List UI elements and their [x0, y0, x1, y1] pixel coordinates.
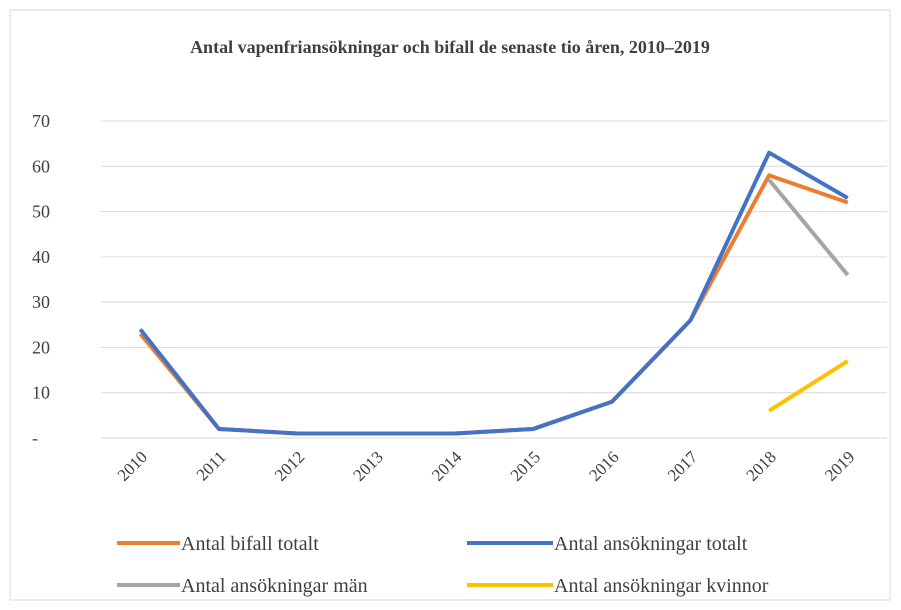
y-tick-label: 50 [32, 202, 50, 222]
series-line [138, 150, 849, 436]
legend-label: Antal ansökningar män [181, 575, 368, 597]
y-tick-label: 30 [32, 292, 50, 312]
y-tick-label: 10 [32, 383, 50, 403]
y-tick-label: 20 [32, 337, 50, 357]
chart-border [9, 9, 891, 601]
legend-label: Antal bifall totalt [181, 533, 319, 555]
y-tick-label: - [32, 428, 38, 448]
y-tick-label: 60 [32, 156, 50, 176]
chart-title: Antal vapenfriansökningar och bifall de … [190, 37, 710, 57]
legend-label: Antal ansökningar kvinnor [554, 575, 769, 597]
legend-label: Antal ansökningar totalt [554, 533, 748, 555]
series-line [767, 178, 850, 277]
y-tick-label: 70 [32, 111, 50, 131]
series-line [768, 359, 849, 413]
y-tick-label: 40 [32, 247, 50, 267]
